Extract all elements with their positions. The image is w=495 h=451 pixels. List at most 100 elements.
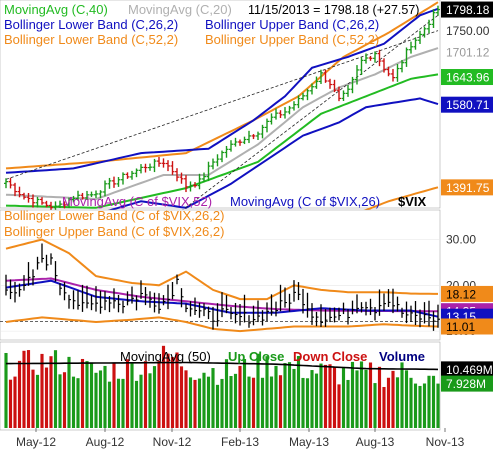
- vix-y-tick: 30.00: [446, 232, 476, 246]
- volume-bar: [157, 360, 161, 428]
- volume-bar: [283, 363, 287, 428]
- volume-bar: [355, 370, 359, 428]
- volume-bar: [247, 376, 251, 428]
- volume-bar: [4, 352, 8, 428]
- volume-bar: [436, 383, 440, 428]
- volume-bar: [404, 370, 409, 428]
- volume-bar: [179, 366, 184, 428]
- volume-tag-1: 7.928M: [446, 377, 486, 391]
- volume-bar: [148, 373, 152, 428]
- volume-bar: [197, 378, 202, 428]
- volume-bar: [319, 363, 323, 428]
- legend-vix: $VIX: [398, 194, 427, 209]
- legend-volume: Volume: [379, 349, 425, 364]
- legend-ma40: MovingAvg (C,40): [4, 2, 108, 17]
- volume-bar: [332, 367, 337, 428]
- volume-bar: [422, 383, 427, 428]
- volume-bar: [31, 369, 35, 428]
- volume-bar: [211, 368, 215, 428]
- legend-up-close: Up Close: [228, 349, 284, 364]
- legend-bb26-upper: Bollinger Upper Band (C,26,2): [205, 17, 379, 32]
- ma40-line: [5, 73, 439, 209]
- volume-bar: [260, 377, 265, 428]
- volume-bar: [161, 345, 166, 428]
- vix-tag-0-bg: [441, 285, 493, 302]
- volume-bar: [418, 385, 422, 428]
- volume-bar: [112, 363, 116, 428]
- price-plot-area: [0, 0, 441, 209]
- volume-bar: [107, 381, 112, 428]
- x-tick-label: Aug-13: [356, 435, 395, 449]
- volume-bar: [121, 378, 125, 428]
- volume-bar: [328, 364, 332, 428]
- volume-tag-0-bg: [441, 361, 493, 378]
- x-tick-label: May-12: [16, 435, 56, 449]
- volume-bar: [238, 365, 242, 428]
- volume-bar: [337, 384, 341, 428]
- volume-bar: [301, 377, 305, 428]
- legend-volume-ma50: MovingAvg (50): [120, 349, 211, 364]
- vix-tag-3: 11.01: [446, 320, 475, 334]
- price-tag-0-bg: [441, 1, 493, 18]
- volume-bar: [188, 377, 193, 428]
- bb26-upper-line: [5, 7, 439, 174]
- vix-bb-lower-line: [5, 316, 439, 333]
- volume-bar: [314, 373, 319, 428]
- volume-bar: [98, 370, 103, 428]
- legend-bb52-upper: Bollinger Upper Band (C,52,2): [205, 32, 379, 47]
- volume-bar: [364, 369, 368, 428]
- volume-bar: [292, 368, 296, 428]
- legend-ma20: MovingAvg (C,20): [128, 2, 232, 17]
- price-tag-4-bg: [441, 96, 493, 113]
- volume-bar: [35, 374, 40, 428]
- volume-bar: [265, 356, 269, 428]
- legend-bb52-lower: Bollinger Lower Band (C,52,2): [4, 32, 178, 47]
- volume-bar: [242, 359, 247, 428]
- volume-bar: [233, 373, 238, 428]
- volume-bar: [278, 375, 283, 428]
- volume-bar: [76, 378, 80, 428]
- volume-bar: [400, 362, 404, 428]
- price-tag-5-bg: [441, 179, 493, 196]
- vix-tag-3-bg: [441, 318, 493, 335]
- volume-bar: [274, 365, 278, 428]
- volume-bar: [346, 379, 350, 428]
- price-tag-2: 1701.12: [446, 46, 490, 60]
- x-tick-label: Nov-13: [426, 435, 465, 449]
- volume-bar: [395, 377, 400, 428]
- volume-bar: [44, 367, 49, 428]
- price-tag-1: 1750.00: [446, 24, 490, 38]
- volume-bar: [103, 365, 107, 428]
- volume-bar: [13, 376, 17, 428]
- volume-bar: [170, 357, 175, 428]
- volume-bar: [62, 372, 67, 428]
- price-tag-0: 1798.18: [446, 3, 490, 17]
- volume-bar: [269, 376, 274, 428]
- volume-bar: [8, 379, 13, 428]
- volume-bar: [184, 370, 188, 428]
- volume-bar: [175, 352, 179, 428]
- volume-bar: [71, 376, 76, 428]
- volume-bar: [391, 370, 395, 428]
- vix-plot-area: [0, 209, 441, 341]
- volume-bar: [386, 377, 391, 428]
- volume-bar: [134, 380, 139, 428]
- price-tag-5: 1391.75: [446, 181, 490, 195]
- volume-bar: [85, 361, 89, 428]
- x-tick-label: Nov-12: [153, 435, 192, 449]
- volume-tag-0: 10.469M: [446, 363, 493, 377]
- volume-bar: [139, 374, 143, 428]
- volume-bar: [251, 377, 256, 428]
- volume-bar: [26, 350, 31, 428]
- volume-bar: [166, 353, 170, 428]
- vix-tag-0: 18.12: [446, 287, 476, 301]
- volume-bar: [287, 362, 292, 428]
- volume-bar: [373, 383, 377, 428]
- volume-bar: [220, 378, 224, 428]
- legend-vix-ma26: MovingAvg (C of $VIX,26): [230, 194, 380, 209]
- volume-bar: [215, 384, 220, 428]
- volume-bar: [53, 350, 58, 428]
- legend-bb26-lower: Bollinger Lower Band (C,26,2): [4, 17, 178, 32]
- bb52-upper-line: [5, 1, 439, 170]
